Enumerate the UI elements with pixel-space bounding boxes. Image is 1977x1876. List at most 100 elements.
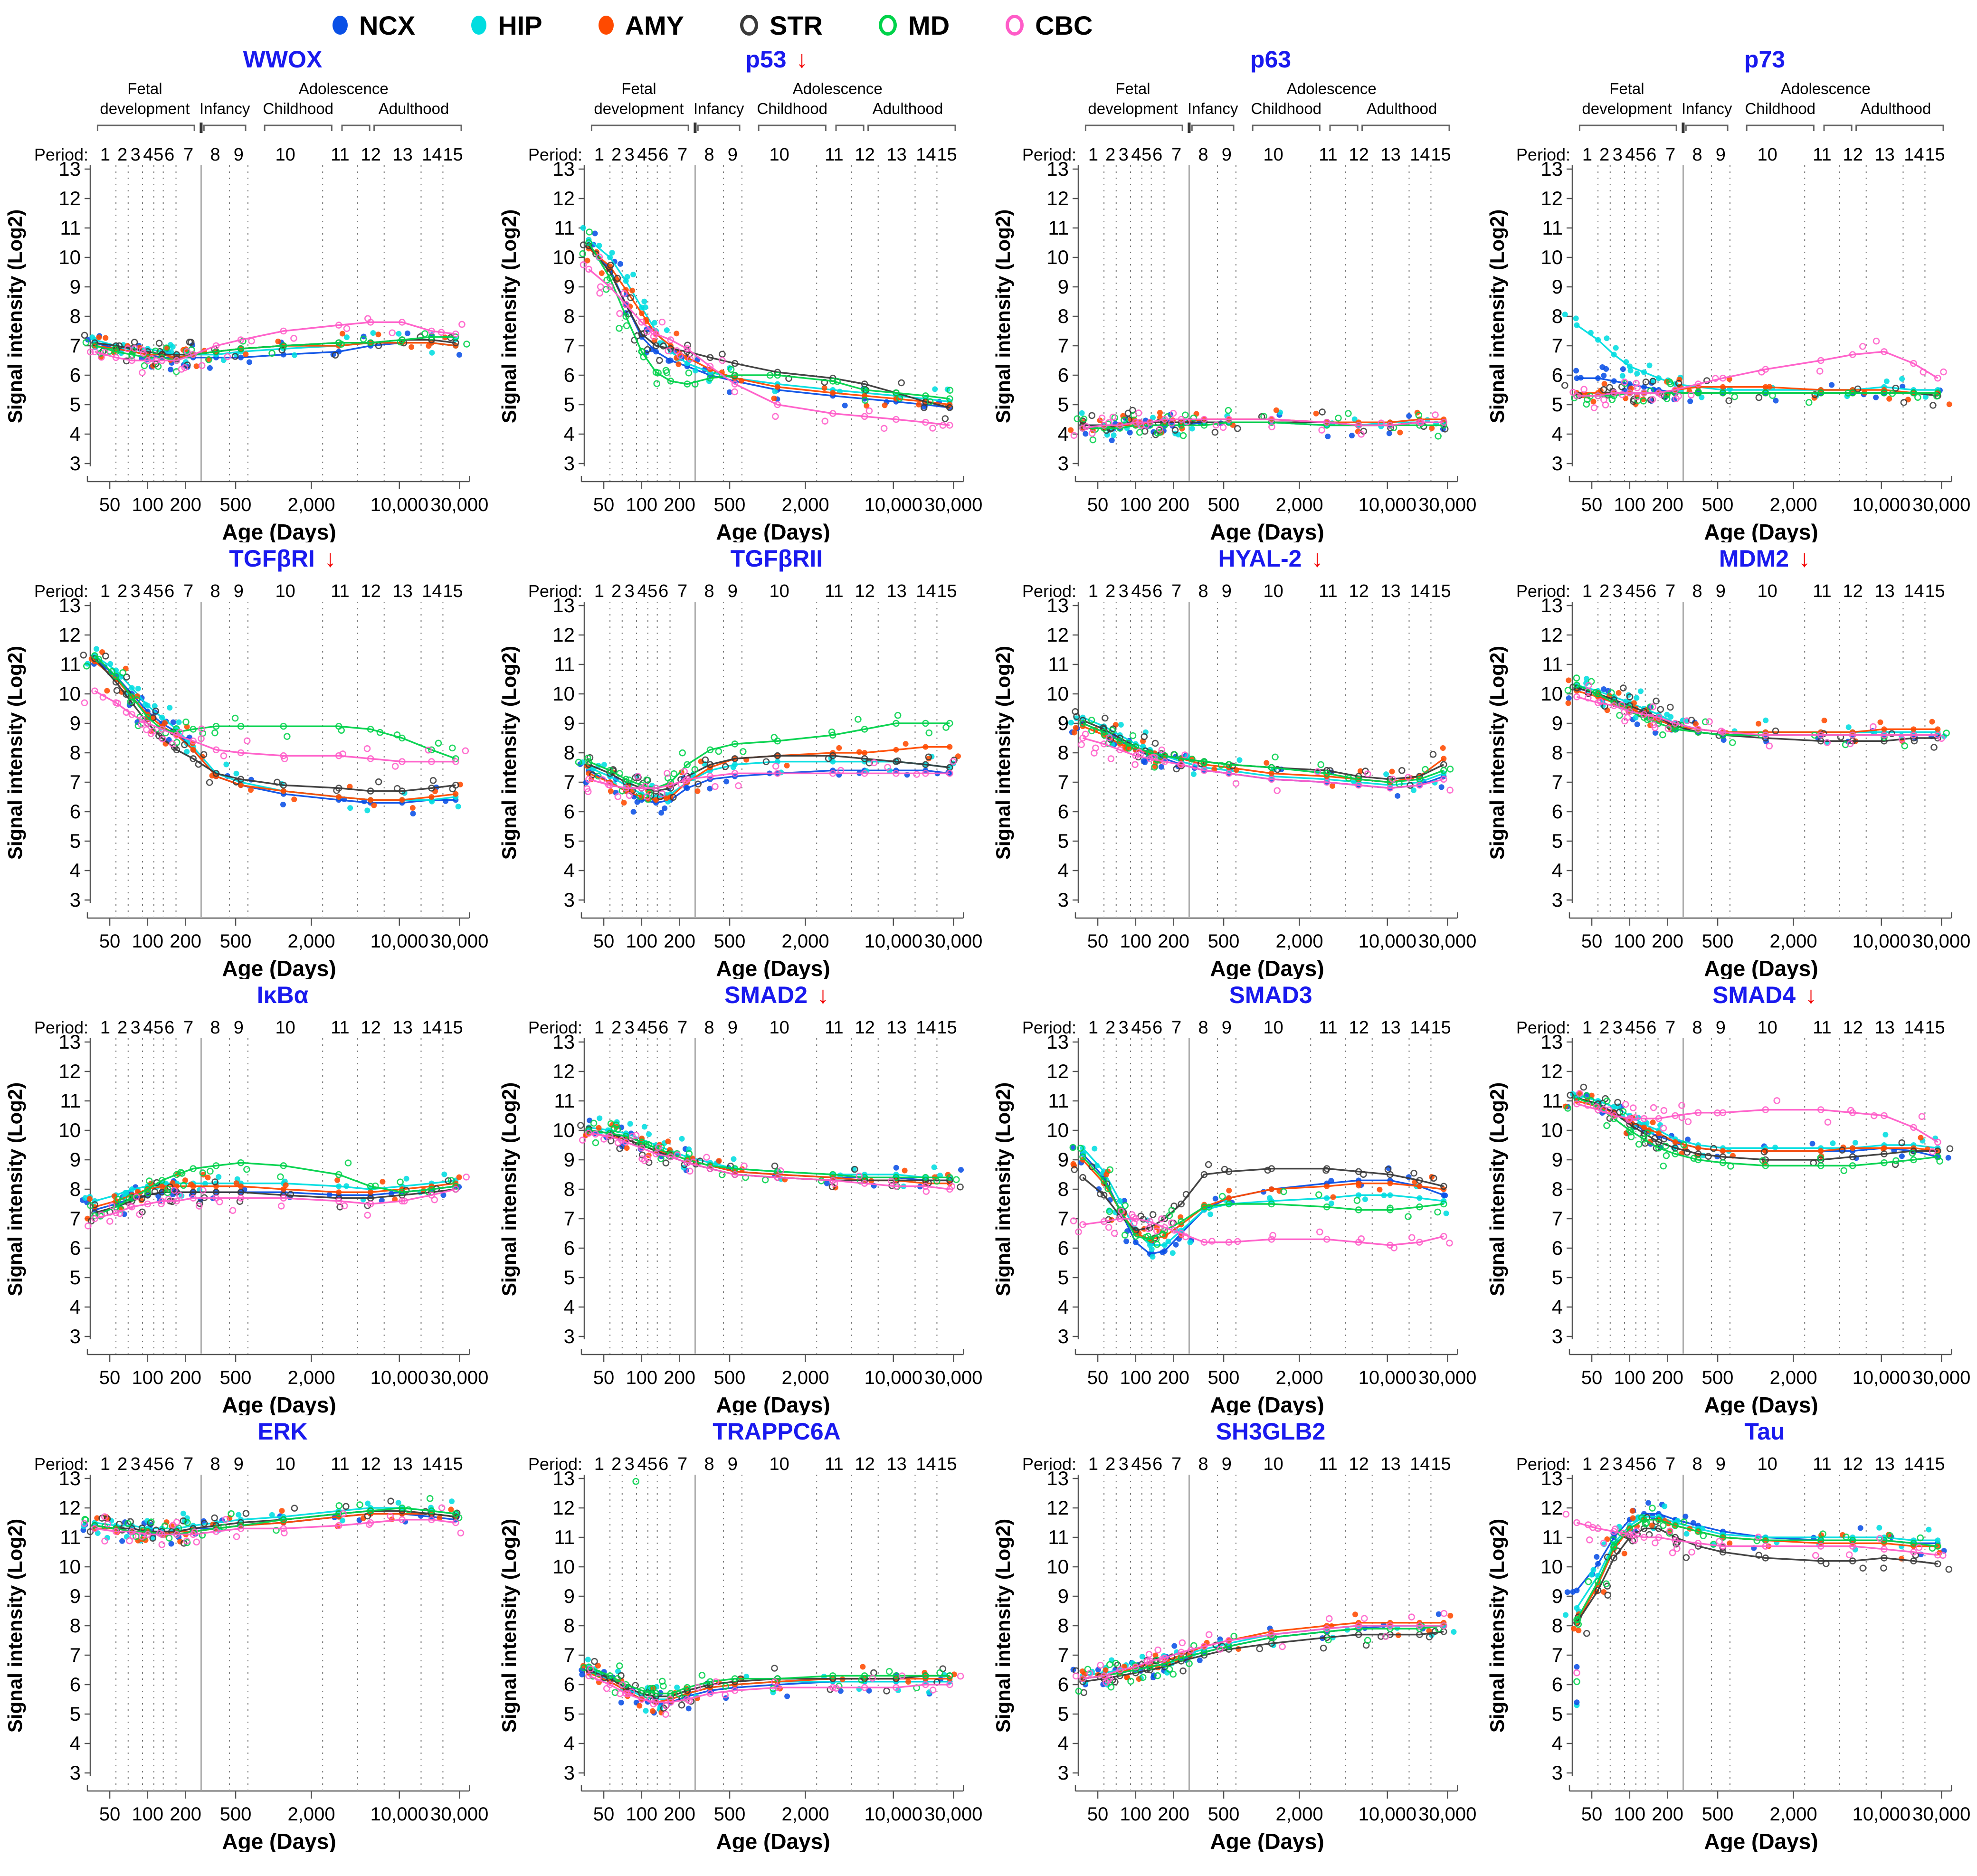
data-point-MD bbox=[1662, 1143, 1670, 1150]
data-point-MD bbox=[134, 722, 142, 730]
x-tick-label: 2,000 bbox=[1770, 1804, 1817, 1825]
data-point-HIP bbox=[429, 350, 435, 356]
data-point-NCX bbox=[1564, 1589, 1570, 1595]
data-point-MD bbox=[1168, 1206, 1176, 1214]
period-number: 11 bbox=[1813, 1018, 1831, 1038]
data-point-MD bbox=[1364, 1637, 1371, 1644]
period-number: 15 bbox=[937, 1454, 957, 1474]
down-arrow-icon: ↓ bbox=[796, 46, 808, 73]
period-number: 8 bbox=[1692, 581, 1702, 601]
period-number: 13 bbox=[1380, 1018, 1400, 1038]
x-tick-label: 500 bbox=[1702, 1367, 1734, 1388]
period-number: 3 bbox=[131, 581, 141, 601]
data-point-CBC bbox=[1158, 746, 1166, 754]
period-prefix: Period: bbox=[1022, 1454, 1076, 1474]
data-point-HIP bbox=[216, 1174, 222, 1180]
data-point-CBC bbox=[949, 758, 957, 765]
period-number: 8 bbox=[1198, 145, 1208, 165]
data-point-HIP bbox=[931, 1164, 937, 1170]
data-point-CBC bbox=[1168, 419, 1175, 427]
data-point-MD bbox=[163, 344, 170, 351]
period-number: 6 bbox=[1152, 1454, 1162, 1474]
data-point-STR bbox=[206, 779, 213, 786]
period-number: 3 bbox=[1119, 581, 1129, 601]
data-point-MD bbox=[894, 711, 902, 719]
data-point-CBC bbox=[1600, 1539, 1607, 1547]
y-tick-label: 11 bbox=[1542, 1090, 1563, 1112]
y-tick-label: 4 bbox=[564, 1732, 575, 1754]
data-point-CBC bbox=[703, 1154, 710, 1161]
data-point-CBC bbox=[1314, 768, 1321, 775]
data-point-CBC bbox=[1104, 1677, 1112, 1684]
gene-name: SH3GLB2 bbox=[1216, 1418, 1326, 1445]
data-point-CBC bbox=[1910, 1124, 1917, 1131]
data-point-HIP bbox=[291, 352, 297, 358]
data-point-CBC bbox=[1158, 1215, 1165, 1222]
down-arrow-icon: ↓ bbox=[1311, 545, 1323, 572]
data-point-CBC bbox=[1135, 748, 1143, 756]
data-point-MD bbox=[91, 652, 98, 659]
data-point-STR bbox=[1151, 739, 1159, 747]
trend-line-AMY bbox=[588, 248, 950, 406]
x-tick-label: 200 bbox=[664, 494, 695, 515]
data-point-MD bbox=[1200, 759, 1207, 767]
data-point-NCX bbox=[1435, 1611, 1442, 1617]
stage-bracket bbox=[373, 124, 462, 131]
data-point-MD bbox=[1585, 1578, 1592, 1585]
data-point-NCX bbox=[1438, 784, 1445, 790]
y-tick-label: 10 bbox=[58, 682, 81, 705]
data-point-MD bbox=[1616, 711, 1623, 719]
data-point-CBC bbox=[1169, 409, 1177, 417]
data-point-MD bbox=[575, 758, 582, 766]
data-point-MD bbox=[1659, 1522, 1667, 1529]
data-point-HIP bbox=[1410, 787, 1416, 794]
y-tick-label: 4 bbox=[564, 1296, 575, 1318]
data-point-MD bbox=[1122, 1202, 1129, 1209]
gene-name: SMAD2 bbox=[724, 982, 808, 1008]
data-point-CBC bbox=[1688, 1548, 1695, 1556]
data-point-MD bbox=[1583, 400, 1590, 408]
period-number: 15 bbox=[1925, 581, 1945, 601]
data-point-CBC bbox=[1872, 337, 1880, 345]
y-tick-label: 10 bbox=[1046, 1555, 1069, 1578]
data-point-CBC bbox=[686, 355, 694, 363]
data-point-AMY bbox=[1357, 768, 1363, 774]
data-point-AMY bbox=[624, 1145, 630, 1151]
data-point-AMY bbox=[1264, 760, 1270, 766]
data-point-AMY bbox=[1623, 395, 1629, 401]
data-point-AMY bbox=[1070, 1161, 1076, 1167]
x-tick-label: 500 bbox=[714, 494, 746, 515]
y-tick-label: 4 bbox=[70, 1296, 81, 1318]
data-point-AMY bbox=[584, 257, 590, 264]
x-tick-label: 200 bbox=[1652, 1804, 1683, 1825]
data-point-CBC bbox=[1664, 725, 1672, 732]
legend: NCX HIP AMY STR MD CBC bbox=[0, 0, 1977, 46]
plot-cell-p73: p73 3 4 5 6 7 8 9 10 11 12 13 Signal intensity (Log2… bbox=[1482, 46, 1976, 545]
data-point-AMY bbox=[1727, 1540, 1733, 1546]
x-tick-label: 100 bbox=[1120, 1367, 1151, 1388]
data-point-STR bbox=[81, 332, 88, 339]
stage-label: Adulthood bbox=[379, 100, 449, 117]
data-point-CBC bbox=[176, 1192, 183, 1199]
data-point-MD bbox=[1573, 682, 1580, 689]
y-axis-title: Signal intensity (Log2) bbox=[4, 1519, 26, 1733]
data-point-MD bbox=[421, 330, 428, 337]
data-point-MD bbox=[1151, 764, 1158, 771]
trend-line-CBC bbox=[1576, 1522, 1938, 1556]
period-number: 11 bbox=[1319, 1454, 1337, 1474]
plot-title-TGFβRII: TGFβRII bbox=[494, 545, 988, 576]
data-point-CBC bbox=[364, 1212, 371, 1219]
data-point-MD bbox=[207, 1167, 214, 1175]
period-number: 8 bbox=[1692, 1454, 1702, 1474]
trend-line-STR bbox=[94, 658, 456, 792]
x-axis-title: Age (Days) bbox=[1210, 520, 1324, 542]
data-point-MD bbox=[435, 739, 442, 747]
x-tick-label: 50 bbox=[1581, 931, 1603, 952]
period-number: 12 bbox=[361, 1018, 381, 1038]
period-number: 15 bbox=[1925, 145, 1945, 165]
data-point-CBC bbox=[140, 350, 147, 357]
data-point-CBC bbox=[81, 1520, 88, 1527]
data-point-STR bbox=[614, 275, 621, 282]
data-point-MD bbox=[579, 250, 586, 257]
data-point-MD bbox=[87, 1202, 94, 1209]
